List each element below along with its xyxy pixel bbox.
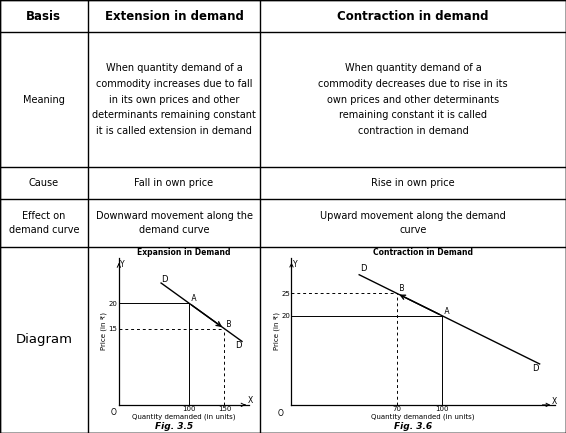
Text: Fig. 3.5: Fig. 3.5 — [155, 422, 193, 431]
Y-axis label: Price (in ₹): Price (in ₹) — [273, 312, 280, 350]
Text: D: D — [361, 264, 367, 272]
Text: B: B — [224, 320, 232, 329]
Text: B: B — [397, 284, 404, 293]
X-axis label: Quantity demanded (in units): Quantity demanded (in units) — [132, 414, 235, 420]
Text: A: A — [189, 294, 197, 304]
Text: D: D — [161, 275, 168, 284]
X-axis label: Quantity demanded (in units): Quantity demanded (in units) — [371, 414, 475, 420]
Text: Fall in own price: Fall in own price — [135, 178, 213, 188]
Text: Diagram: Diagram — [15, 333, 72, 346]
Title: Contraction in Demand: Contraction in Demand — [373, 248, 473, 257]
Text: Downward movement along the
demand curve: Downward movement along the demand curve — [96, 211, 252, 235]
Y-axis label: Price (in ₹): Price (in ₹) — [101, 312, 107, 350]
Text: Extension in demand: Extension in demand — [105, 10, 243, 23]
Text: When quantity demand of a
commodity decreases due to rise in its
own prices and : When quantity demand of a commodity decr… — [318, 63, 508, 136]
Text: Y: Y — [293, 260, 298, 269]
Text: Meaning: Meaning — [23, 94, 65, 105]
Text: Cause: Cause — [29, 178, 59, 188]
Text: X: X — [248, 396, 253, 405]
Text: Fig. 3.6: Fig. 3.6 — [394, 422, 432, 431]
Text: Y: Y — [119, 260, 124, 269]
Text: X: X — [552, 397, 557, 406]
Text: Upward movement along the demand
curve: Upward movement along the demand curve — [320, 211, 506, 235]
Text: D: D — [235, 341, 242, 350]
Text: O: O — [278, 409, 284, 418]
Text: When quantity demand of a
commodity increases due to fall
in its own prices and : When quantity demand of a commodity incr… — [92, 63, 256, 136]
Title: Expansion in Demand: Expansion in Demand — [137, 248, 231, 257]
Text: A: A — [442, 307, 449, 316]
Text: D: D — [532, 364, 538, 373]
Text: Rise in own price: Rise in own price — [371, 178, 455, 188]
Text: Basis: Basis — [27, 10, 61, 23]
Text: Contraction in demand: Contraction in demand — [337, 10, 489, 23]
Text: O: O — [110, 408, 116, 417]
Text: Effect on
demand curve: Effect on demand curve — [8, 211, 79, 235]
